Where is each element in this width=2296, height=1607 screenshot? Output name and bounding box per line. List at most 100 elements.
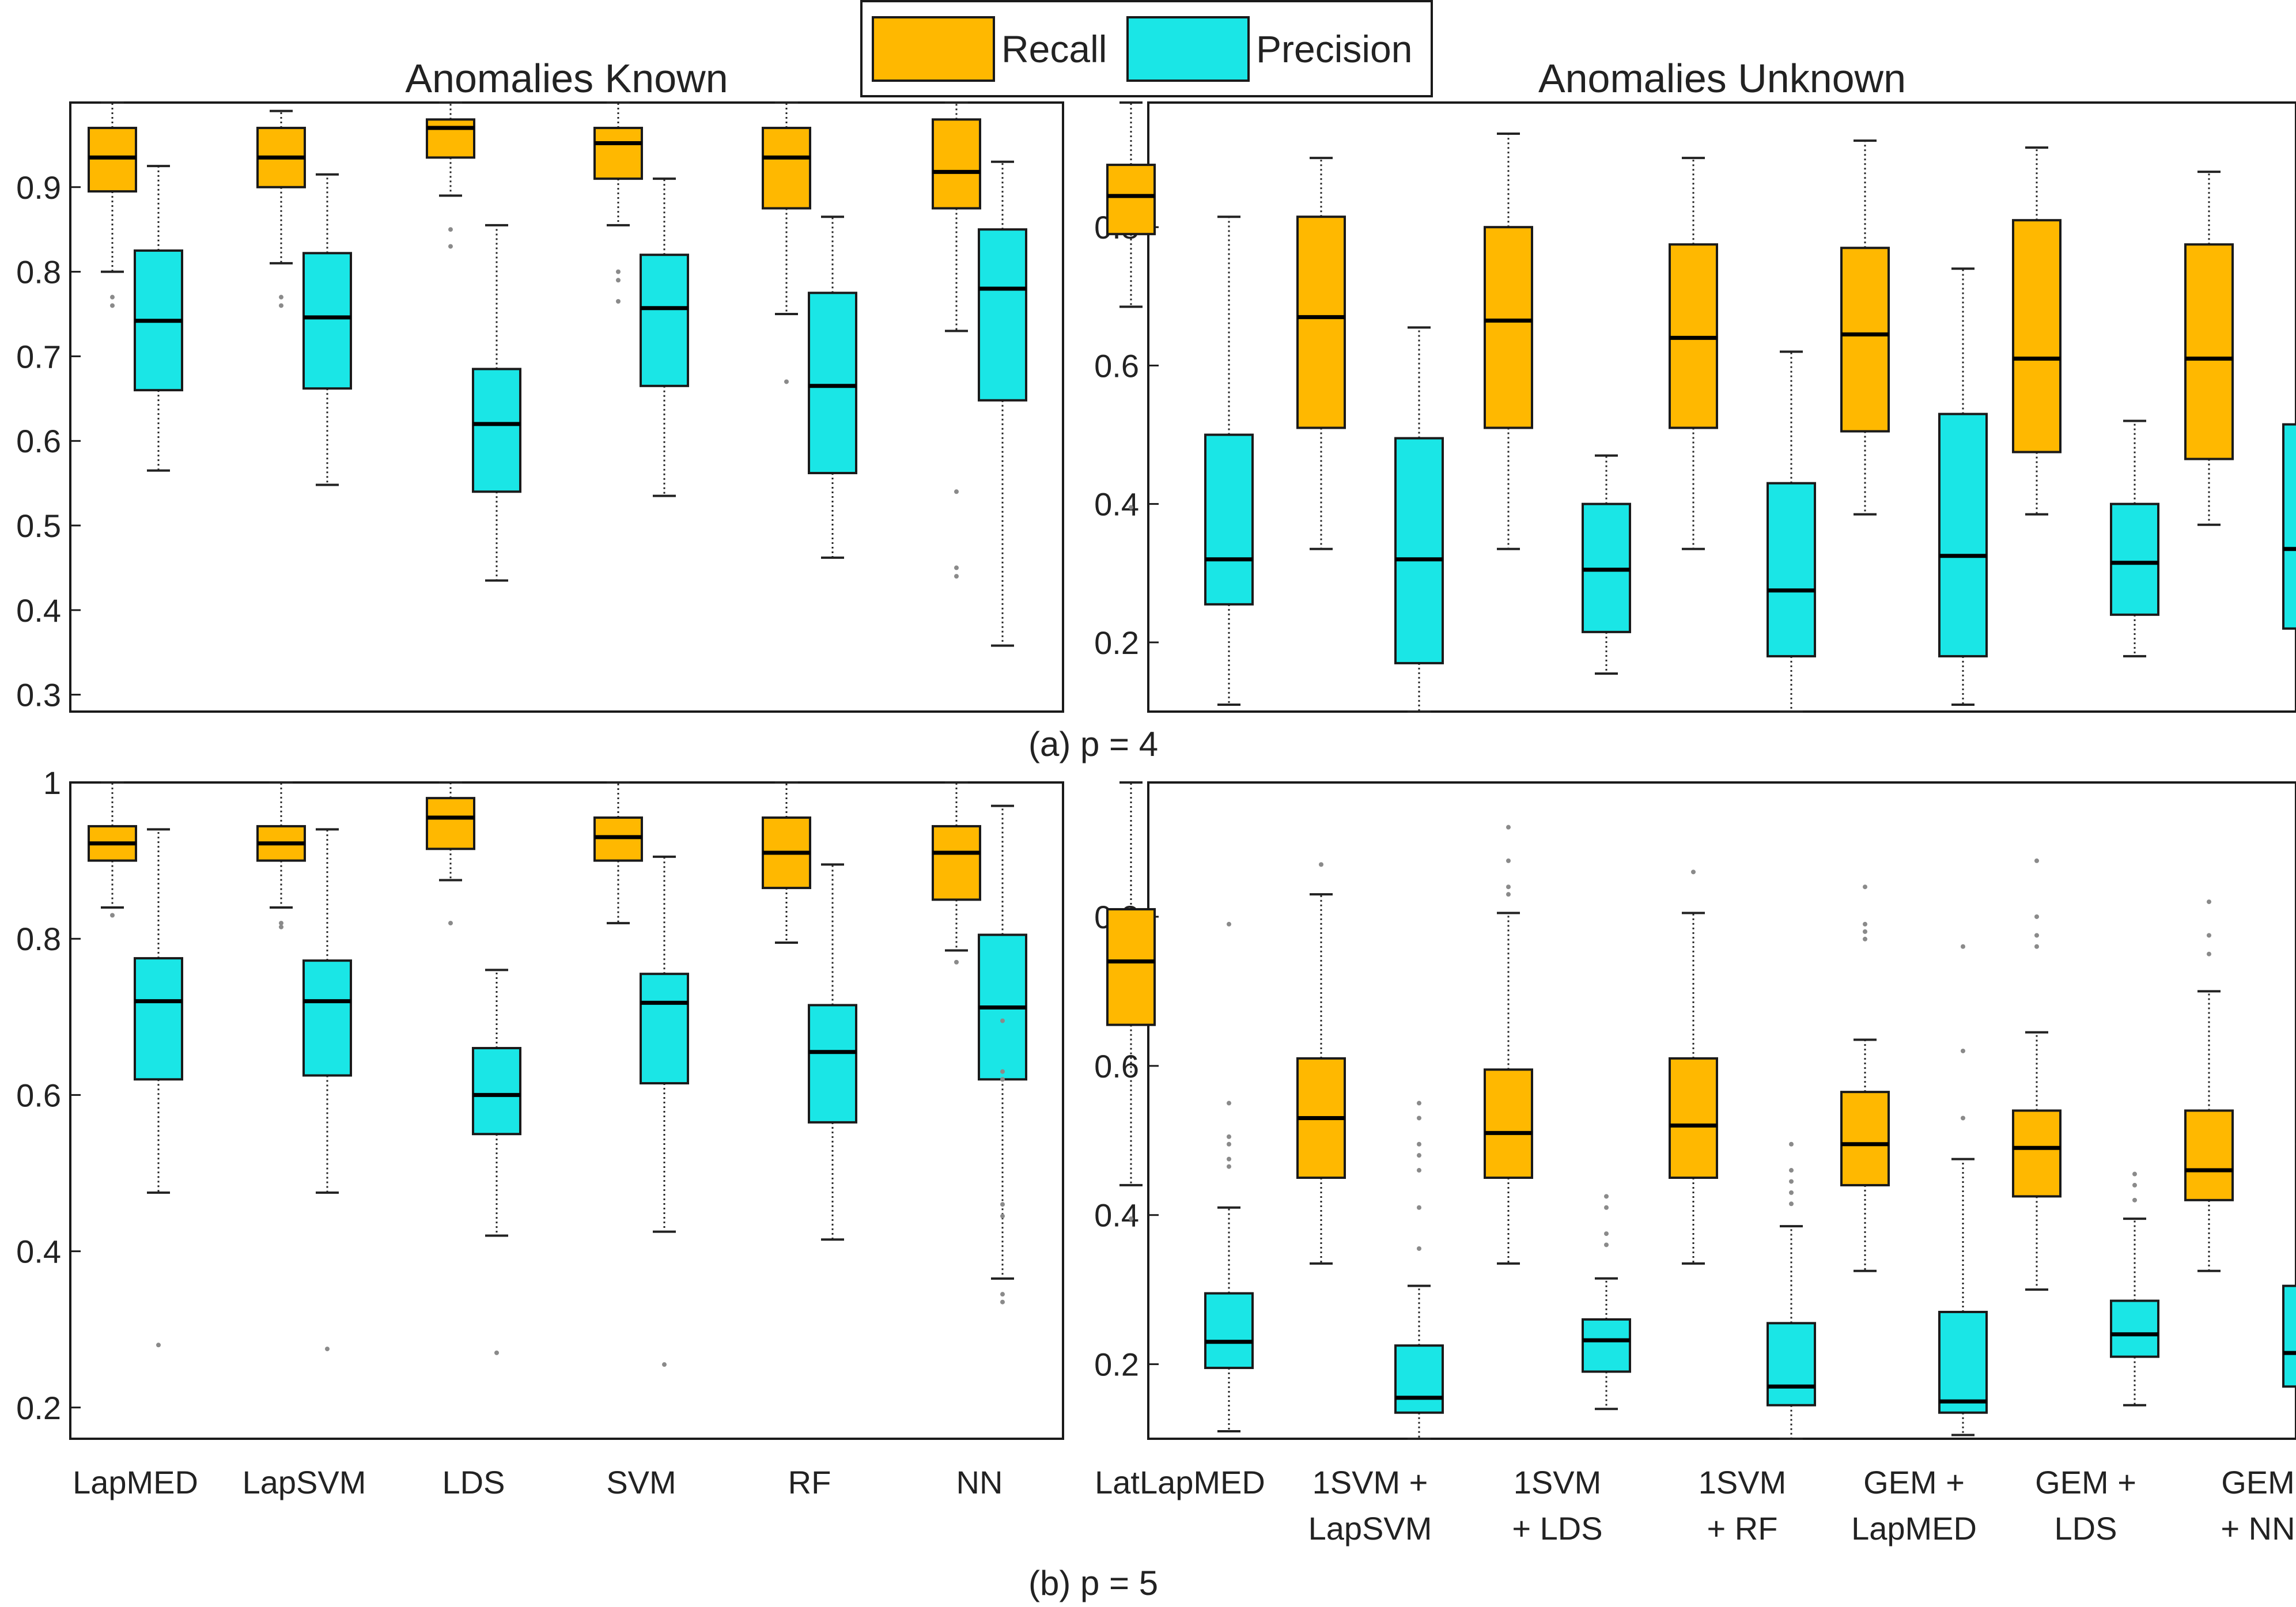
outlier-point	[110, 913, 115, 918]
iqr-box	[472, 1047, 521, 1136]
y-tick-label: 0.2	[1094, 1347, 1139, 1383]
outlier-point	[954, 565, 959, 570]
iqr-box	[134, 957, 183, 1081]
iqr-box	[2012, 219, 2062, 453]
iqr-box	[2184, 243, 2234, 460]
x-label-unknown-2-line-2: LapSVM	[1308, 1510, 1432, 1546]
outlier-point	[1417, 1205, 1421, 1210]
iqr-box	[1767, 1322, 1816, 1406]
outlier-point	[1227, 1141, 1231, 1147]
recall-box-1	[1106, 101, 1156, 510]
precision-box-4	[640, 855, 689, 1367]
outlier-point	[2132, 1182, 2137, 1188]
precision-box-5	[1938, 267, 1988, 706]
outlier-point	[1129, 1216, 1133, 1222]
iqr-box	[426, 118, 475, 159]
y-tick-label: 0.6	[1094, 1048, 1139, 1084]
iqr-box	[426, 797, 475, 850]
outlier-point	[616, 278, 621, 283]
iqr-box	[88, 127, 137, 193]
iqr-box	[1204, 433, 1254, 606]
outlier-point	[1000, 1069, 1005, 1074]
outlier-point	[1863, 884, 1867, 890]
y-tick-label: 0.6	[16, 1077, 61, 1113]
outlier-point	[279, 303, 283, 308]
x-label-unknown-3-line-1: 1SVM	[1514, 1464, 1602, 1500]
outlier-point	[1604, 1242, 1609, 1247]
x-label-unknown-7-line-1: GEM	[2221, 1464, 2295, 1500]
outlier-point	[1506, 884, 1511, 890]
outlier-point	[1000, 1292, 1005, 1297]
iqr-box	[1582, 1318, 1631, 1373]
legend: Recall Precision	[860, 0, 1433, 97]
precision-box-5	[1938, 944, 1988, 1436]
iqr-box	[1840, 1091, 1890, 1186]
outlier-point	[1789, 1190, 1794, 1195]
x-label-unknown-4-line-1: 1SVM	[1699, 1464, 1787, 1500]
x-axis-labels: LapMED LapSVM LDS SVM RF NN LatLapMED 1SVM + Lap…	[73, 1464, 2295, 1546]
iqr-box	[1938, 413, 1988, 657]
y-tick-label: 0.9	[16, 169, 61, 206]
outlier-point	[1604, 1194, 1609, 1199]
y-tick-label: 1	[43, 765, 61, 801]
iqr-box	[1106, 908, 1156, 1026]
x-label-known-3: LDS	[442, 1464, 505, 1500]
precision-box-4	[640, 177, 689, 497]
outlier-point	[1129, 505, 1133, 510]
outlier-point	[1789, 1179, 1794, 1184]
iqr-box	[808, 1004, 857, 1124]
outlier-point	[1417, 1153, 1421, 1158]
precision-box-1	[134, 828, 183, 1348]
outlier-point	[494, 1350, 499, 1355]
iqr-box	[2282, 1284, 2296, 1388]
precision-box-2	[302, 173, 352, 486]
outlier-point	[1789, 1141, 1794, 1147]
outlier-point	[110, 294, 115, 300]
recall-box-2	[256, 109, 306, 308]
recall-box-6	[2012, 858, 2062, 1291]
panel-a-anomalies-known: Anomalies Known 0.3 0.4 0.5 0.6 0.7 0.8 0.9	[16, 56, 1064, 713]
outlier-point	[156, 1343, 161, 1348]
y-tick-label: 0.3	[16, 677, 61, 713]
precision-box-7	[2282, 191, 2296, 709]
axis-frame	[69, 781, 1064, 1440]
x-label-unknown-2-line-1: 1SVM +	[1312, 1464, 1428, 1500]
iqr-box	[1204, 1292, 1254, 1370]
axis-frame	[1147, 781, 2296, 1440]
iqr-box	[2282, 423, 2296, 630]
iqr-box	[2184, 1109, 2234, 1201]
y-tick-label: 0.4	[1094, 1197, 1139, 1234]
y-tick-label: 0.2	[1094, 625, 1139, 661]
outlier-point	[1789, 1201, 1794, 1207]
panel-title: Anomalies Known	[405, 56, 728, 101]
precision-box-1	[1204, 215, 1254, 706]
outlier-point	[2207, 933, 2211, 938]
iqr-box	[1394, 437, 1444, 664]
precision-box-3	[1582, 454, 1631, 675]
outlier-point	[1604, 1205, 1609, 1210]
recall-box-3	[426, 101, 475, 249]
outlier-point	[448, 227, 453, 232]
recall-box-6	[932, 781, 981, 965]
recall-box-1	[88, 781, 137, 918]
outlier-point	[1227, 1134, 1231, 1139]
iqr-box	[640, 973, 689, 1085]
y-tick-label: 0.7	[16, 338, 61, 375]
iqr-box	[2012, 1109, 2062, 1198]
outlier-point	[1506, 825, 1511, 830]
outlier-point	[1319, 862, 1323, 867]
axis-frame	[69, 101, 1064, 713]
x-label-unknown-6-line-2: LDS	[2055, 1510, 2117, 1546]
y-tick-label: 0.8	[16, 254, 61, 290]
recall-box-4	[1669, 157, 1718, 550]
outlier-point	[2034, 933, 2039, 938]
precision-box-4	[1767, 1141, 1816, 1440]
y-tick-label: 0.6	[16, 423, 61, 459]
panel-b-anomalies-known: 0.2 0.4 0.6 0.8 1	[16, 765, 1064, 1440]
outlier-point	[1000, 1213, 1005, 1219]
iqr-box	[2110, 502, 2159, 616]
outlier-point	[2207, 899, 2211, 905]
outlier-point	[954, 489, 959, 494]
precision-box-6	[2110, 1171, 2159, 1406]
precision-box-7	[2282, 1143, 2296, 1436]
